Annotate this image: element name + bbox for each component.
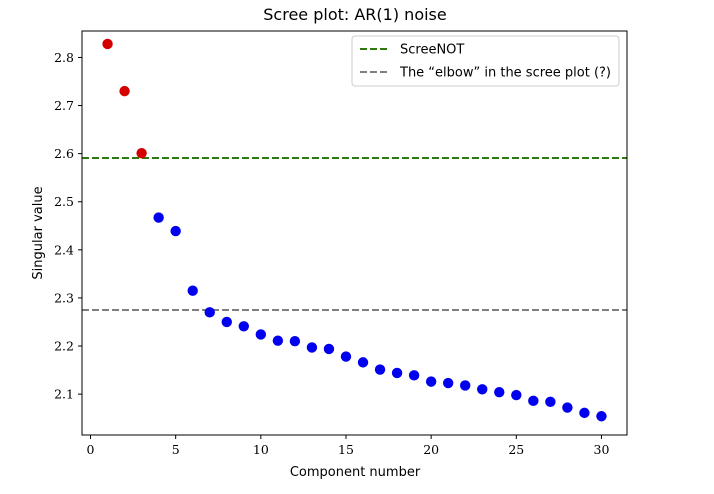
data-point	[136, 147, 147, 159]
data-point	[545, 396, 556, 408]
data-point	[323, 343, 335, 355]
y-tick-label: 2.3	[54, 290, 74, 305]
legend-label: ScreeNOT	[400, 43, 464, 58]
legend: ScreeNOT The “elbow” in the scree plot (?…	[351, 35, 620, 87]
x-tick-label: 30	[594, 442, 610, 457]
data-point	[306, 342, 318, 353]
data-point	[170, 225, 181, 237]
data-point	[511, 389, 522, 401]
data-point	[272, 335, 284, 346]
data-point	[425, 376, 437, 387]
plot-frame	[81, 30, 628, 436]
data-point	[442, 377, 454, 389]
legend-label: The “elbow” in the scree plot (?)	[399, 66, 611, 81]
data-point	[187, 285, 198, 296]
data-point	[238, 321, 249, 332]
data-point	[340, 351, 352, 362]
data-point	[477, 384, 488, 395]
data-point	[357, 357, 369, 368]
data-point	[255, 329, 267, 340]
data-point	[221, 316, 232, 328]
y-tick-label: 2.8	[54, 50, 74, 65]
data-point	[494, 386, 505, 398]
plot-area	[82, 38, 627, 422]
x-axis-label: Component number	[290, 465, 421, 480]
data-point	[391, 367, 403, 379]
x-tick-label: 5	[172, 442, 180, 457]
y-axis: 2.1 2.2 2.3 2.4 2.5 2.6 2.7 2.8	[54, 50, 82, 402]
y-tick-label: 2.5	[54, 194, 74, 209]
data-point	[528, 395, 539, 407]
data-point	[562, 402, 573, 413]
data-point	[460, 380, 471, 391]
x-axis: 0 5 10 15 20 25 30	[87, 435, 610, 457]
y-tick-label: 2.4	[54, 242, 74, 257]
chart-title: Scree plot: AR(1) noise	[263, 5, 446, 24]
x-tick-label: 20	[423, 442, 439, 457]
y-tick-label: 2.2	[54, 339, 74, 354]
x-tick-label: 10	[253, 442, 269, 457]
legend-box	[351, 35, 620, 87]
x-tick-label: 25	[508, 442, 524, 457]
data-point	[289, 336, 301, 347]
y-tick-label: 2.1	[54, 387, 74, 402]
data-point	[374, 364, 386, 375]
data-point	[579, 407, 590, 419]
data-point	[119, 85, 130, 97]
data-point	[102, 38, 113, 50]
x-tick-label: 15	[338, 442, 354, 457]
data-point	[408, 370, 420, 381]
y-tick-label: 2.6	[54, 146, 74, 161]
y-axis-label: Singular value	[31, 186, 46, 279]
x-tick-label: 0	[87, 442, 95, 457]
data-point	[153, 212, 164, 223]
data-point	[596, 411, 607, 422]
data-point	[204, 307, 215, 318]
y-tick-label: 2.7	[54, 98, 74, 113]
